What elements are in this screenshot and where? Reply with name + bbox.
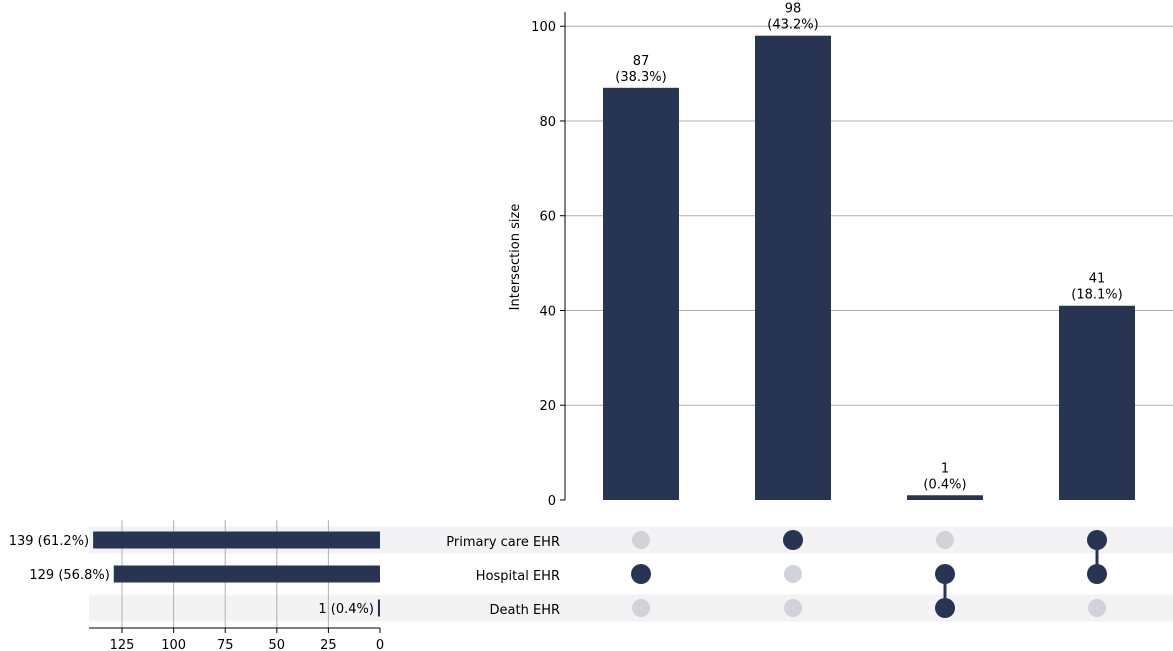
intersection-bar	[755, 35, 831, 500]
y-tick-label: 80	[539, 115, 556, 130]
y-tick-label: 100	[531, 20, 556, 35]
y-axis-label: Intersection size	[508, 204, 523, 311]
set-size-label: 1 (0.4%)	[318, 602, 374, 617]
y-tick-label: 60	[539, 210, 556, 225]
set-size-label: 129 (56.8%)	[29, 568, 109, 583]
x-tick-label: 100	[161, 638, 186, 651]
set-size-bar	[377, 599, 380, 617]
x-tick-label: 0	[376, 638, 384, 651]
matrix-dot-inactive	[632, 599, 650, 617]
matrix-dot-active	[631, 564, 651, 584]
matrix-dot-active	[1087, 530, 1107, 550]
set-name-label: Primary care EHR	[446, 535, 560, 550]
x-tick-label: 25	[320, 638, 337, 651]
matrix-dot-inactive	[936, 531, 954, 549]
bar-value-label: 1	[941, 461, 949, 476]
bar-percent-label: (43.2%)	[767, 18, 818, 33]
matrix-dot-inactive	[784, 599, 802, 617]
bar-percent-label: (38.3%)	[615, 70, 666, 85]
matrix-dot-inactive	[784, 565, 802, 583]
matrix-row-shading	[89, 526, 1173, 622]
set-name-label: Hospital EHR	[476, 569, 560, 584]
set-size-label: 139 (61.2%)	[9, 534, 89, 549]
x-tick-label: 50	[269, 638, 286, 651]
bar-value-label: 98	[785, 2, 802, 17]
set-size-bar	[113, 565, 380, 583]
intersection-bar	[603, 87, 679, 501]
y-tick-label: 20	[539, 399, 556, 414]
chart-text: Intersection size (38.3%)87 (43.2%)98 (0.4…	[9, 2, 1123, 618]
axes: 0 20 40 60 80 100 125 100 75 50 25 0	[89, 12, 566, 651]
matrix-dot-inactive	[1088, 599, 1106, 617]
intersection-bar	[1059, 305, 1135, 500]
matrix-dot-inactive	[632, 531, 650, 549]
x-tick-label: 75	[217, 638, 234, 651]
matrix-dot-active	[783, 530, 803, 550]
set-name-label: Death EHR	[490, 603, 560, 618]
matrix-dot-active	[935, 564, 955, 584]
bar-value-label: 87	[633, 54, 650, 69]
matrix-dot-active	[935, 598, 955, 618]
bar-value-label: 41	[1089, 272, 1106, 287]
bar-percent-label: (18.1%)	[1071, 288, 1122, 303]
y-tick-label: 40	[539, 304, 556, 319]
row-shade	[89, 594, 1173, 622]
matrix-dot-active	[1087, 564, 1107, 584]
x-tick-label: 125	[110, 638, 135, 651]
membership-matrix	[631, 530, 1107, 618]
bar-percent-label: (0.4%)	[923, 477, 966, 492]
set-size-bars	[93, 531, 381, 617]
intersection-bar	[907, 495, 983, 500]
intersection-bars	[603, 35, 1135, 501]
y-tick-label: 0	[548, 494, 556, 509]
set-size-bar	[93, 531, 381, 549]
